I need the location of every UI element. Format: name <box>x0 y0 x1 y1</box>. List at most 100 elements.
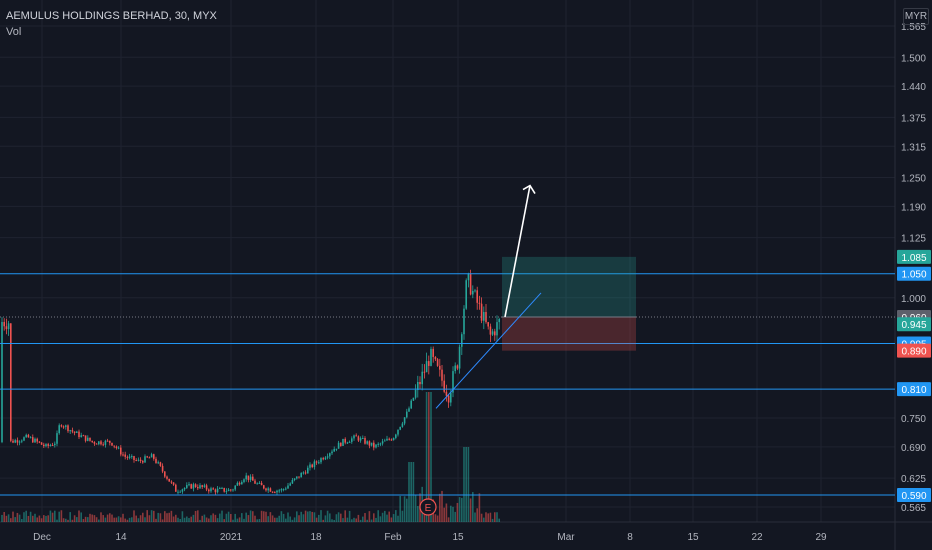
candle <box>357 436 360 441</box>
price-tick-label: 1.315 <box>901 142 926 153</box>
candle <box>491 331 494 335</box>
candle <box>43 444 45 447</box>
horizontal-levels[interactable] <box>0 273 895 496</box>
volume-bar <box>271 515 274 522</box>
volume-bar <box>238 517 241 522</box>
time-tick-label: Feb <box>384 532 402 543</box>
volume-bar <box>276 517 278 522</box>
volume-bar <box>260 510 263 522</box>
candle <box>212 488 214 490</box>
volume-bar <box>445 503 448 522</box>
currency-label[interactable]: MYR <box>903 8 929 25</box>
candle <box>414 389 417 398</box>
volume-bar <box>333 519 335 522</box>
candle <box>232 489 234 491</box>
candle <box>331 451 333 454</box>
volume-bar <box>23 512 25 522</box>
long-position-tool[interactable] <box>502 256 636 351</box>
candle <box>109 440 111 443</box>
volume-bar <box>483 517 485 522</box>
volume-bar <box>60 510 63 522</box>
candle <box>190 484 192 489</box>
candle <box>67 425 69 432</box>
volume-bar <box>390 517 393 522</box>
candle <box>344 438 346 443</box>
symbol-title[interactable]: AEMULUS HOLDINGS BERHAD, 30, MYX <box>6 10 217 22</box>
candle <box>69 430 71 432</box>
candle <box>102 444 104 446</box>
price-axis[interactable]: 1.565 1.500 1.440 1.375 1.315 1.250 1.190 1.125… <box>897 22 931 514</box>
volume-bar <box>247 515 250 522</box>
volume-bar <box>450 505 452 522</box>
volume-bar <box>397 515 399 522</box>
candle <box>25 434 27 438</box>
volume-bar <box>315 517 318 522</box>
volume-bar <box>285 518 287 522</box>
time-tick-label: 2021 <box>220 532 243 543</box>
candle <box>480 303 483 321</box>
volume-bar <box>199 519 201 522</box>
volume-bar <box>417 506 419 522</box>
volume-bar <box>168 512 170 522</box>
price-tick-label: 1.125 <box>901 234 926 245</box>
time-axis[interactable]: Dec 14 2021 18 Feb 15 Mar 8 15 22 29 <box>33 532 827 543</box>
volume-bar <box>221 510 223 522</box>
candle <box>483 312 485 321</box>
volume-bar <box>434 514 437 522</box>
candle <box>120 447 122 455</box>
volume-bar <box>10 518 12 522</box>
volume-bar <box>150 510 153 522</box>
candle <box>181 489 184 492</box>
volume-bar <box>474 512 476 522</box>
candle <box>236 482 239 486</box>
volume-bar <box>212 513 214 522</box>
volume-bar <box>219 513 221 522</box>
volume-bar <box>177 517 179 522</box>
candle <box>27 434 30 438</box>
volume-bar <box>170 510 173 522</box>
volume-bar <box>406 498 408 522</box>
event-label: E <box>425 503 432 514</box>
candle <box>230 489 232 491</box>
drawings[interactable]: E <box>419 184 542 516</box>
volume-bar <box>258 518 261 522</box>
volume-bar <box>166 513 168 522</box>
time-tick-label: 14 <box>115 532 127 543</box>
candle <box>392 437 395 441</box>
volume-bar <box>399 495 401 522</box>
volume-bar <box>87 517 89 522</box>
volume-bar <box>51 512 54 522</box>
volume-bar <box>197 510 199 522</box>
candle <box>194 484 197 487</box>
volume-bar <box>274 517 276 522</box>
volume-bar <box>89 513 91 522</box>
volume-bar <box>296 511 298 522</box>
volume-indicator-label[interactable]: Vol <box>6 26 22 38</box>
candle <box>452 371 454 393</box>
volume-bar <box>161 519 164 522</box>
candle <box>76 431 78 433</box>
volume-bar <box>373 513 375 522</box>
candle <box>225 491 228 493</box>
candle <box>40 442 43 445</box>
candle <box>1 321 3 443</box>
volume-bar <box>412 462 415 522</box>
volume-bar <box>124 518 126 522</box>
volume-bar <box>496 512 498 522</box>
volume-bar <box>175 514 177 522</box>
candle <box>188 484 190 486</box>
candle <box>51 445 54 447</box>
candle <box>472 290 474 295</box>
candle <box>458 346 461 369</box>
price-tick-label: 0.625 <box>901 474 926 485</box>
volume-bar <box>27 515 30 522</box>
candle <box>126 456 129 458</box>
price-badge-level <box>897 266 931 281</box>
candle <box>5 326 8 330</box>
volume-bar <box>441 490 443 522</box>
volume-bar <box>357 514 360 522</box>
volume-bar <box>126 519 129 522</box>
volume-bar <box>25 510 27 522</box>
candle <box>274 492 276 494</box>
